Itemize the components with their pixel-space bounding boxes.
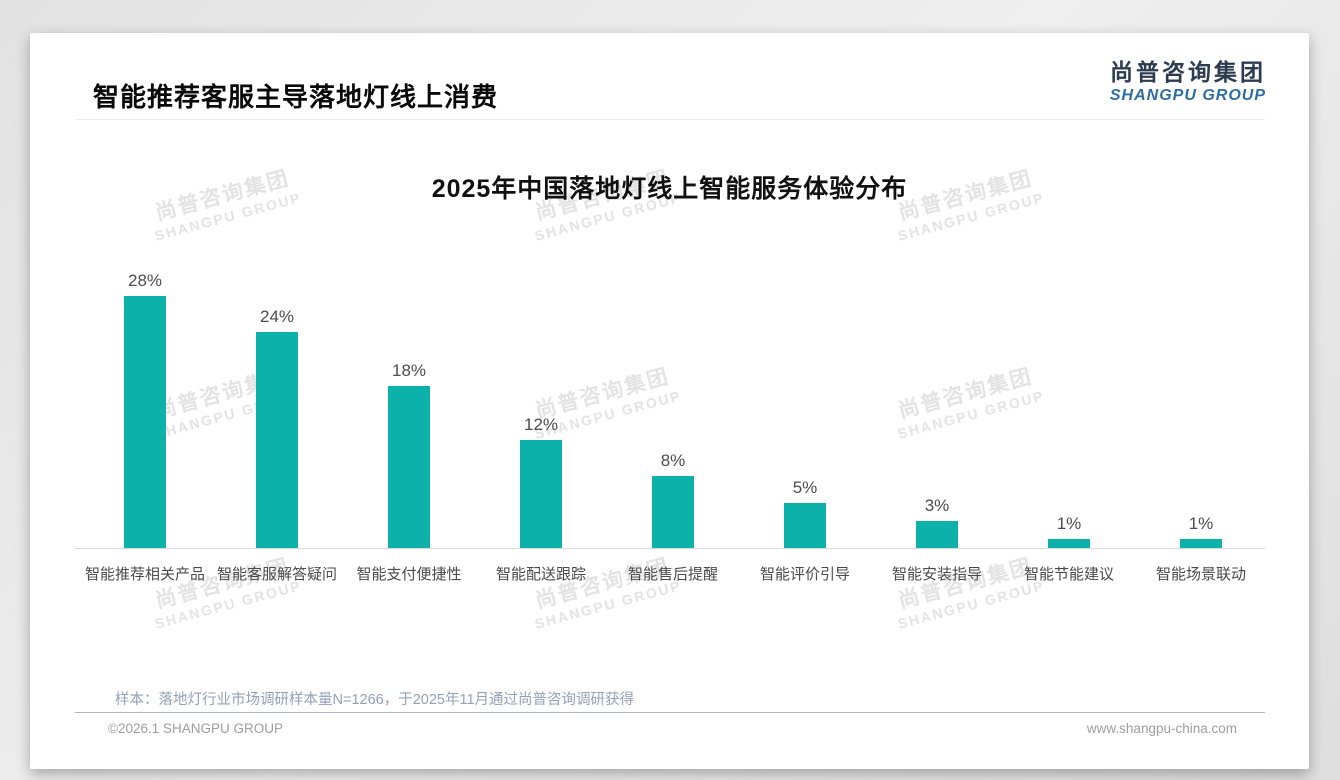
category-label: 智能安装指导 [891, 566, 982, 583]
watermark: 尚普咨询集团 SHANGPU GROUP [532, 554, 684, 633]
bar-value-label: 18% [391, 361, 427, 380]
bar-value-label: 28% [127, 271, 163, 290]
company-logo: 尚普咨询集团 SHANGPU GROUP [1110, 59, 1266, 106]
x-axis-line [75, 548, 1265, 549]
slide-card: 尚普咨询集团 SHANGPU GROUP 尚普咨询集团 SHANGPU GROUP 尚普… [30, 33, 1309, 769]
logo-chinese-text: 尚普咨询集团 [1110, 59, 1266, 85]
title-divider [75, 119, 1265, 120]
bar-column: 1% [1003, 514, 1135, 548]
bar-column: 5% [739, 478, 871, 548]
bar-value-label: 8% [660, 451, 686, 470]
watermark: 尚普咨询集团 SHANGPU GROUP [895, 554, 1047, 633]
chart-title: 2025年中国落地灯线上智能服务体验分布 [431, 175, 908, 203]
website-text: www.shangpu-china.com [1086, 721, 1237, 736]
bar [520, 440, 562, 548]
bar-value-label: 5% [792, 478, 818, 497]
category-label: 智能支付便捷性 [356, 566, 462, 583]
category-label: 智能评价引导 [759, 566, 850, 583]
bar [1048, 539, 1090, 548]
category-label: 智能客服解答疑问 [216, 566, 337, 583]
bar-column: 1% [1135, 514, 1267, 548]
category-label: 智能推荐相关产品 [84, 566, 205, 583]
bar [916, 521, 958, 548]
bar-value-label: 1% [1056, 514, 1082, 533]
sample-note: 样本：落地灯行业市场调研样本量N=1266，于2025年11月通过尚普咨询调研获… [115, 692, 635, 708]
chart-categories: 智能推荐相关产品 智能客服解答疑问 智能支付便捷性 智能配送跟踪 智能售后提醒 智能评价引… [79, 563, 1267, 584]
logo-english-text: SHANGPU GROUP [1109, 87, 1266, 105]
category-label: 智能节能建议 [1023, 566, 1114, 583]
bar-column: 8% [607, 451, 739, 548]
watermark: 尚普咨询集团 SHANGPU GROUP [152, 554, 304, 633]
bar-value-label: 3% [924, 496, 950, 515]
bar-value-label: 1% [1188, 514, 1214, 533]
bar [1180, 539, 1222, 548]
bar-column: 3% [871, 496, 1003, 548]
bar-column: 12% [475, 415, 607, 548]
bar [256, 332, 298, 548]
category-label: 智能配送跟踪 [495, 566, 586, 583]
bar-column: 24% [211, 307, 343, 548]
chart-plot: 28% 24% 18% 12% 8% 5% 3% 1% 1% [79, 271, 1267, 548]
bar-column: 28% [79, 271, 211, 548]
bar-value-label: 24% [259, 307, 295, 326]
category-label: 智能售后提醒 [627, 566, 718, 583]
bar [652, 476, 694, 548]
bar [784, 503, 826, 548]
footer-divider [75, 712, 1265, 713]
category-label: 智能场景联动 [1155, 566, 1246, 583]
bar [124, 296, 166, 548]
copyright-text: ©2026.1 SHANGPU GROUP [108, 721, 284, 736]
bar [388, 386, 430, 548]
page-title: 智能推荐客服主导落地灯线上消费 [93, 82, 499, 112]
bar-column: 18% [343, 361, 475, 548]
bar-value-label: 12% [523, 415, 559, 434]
